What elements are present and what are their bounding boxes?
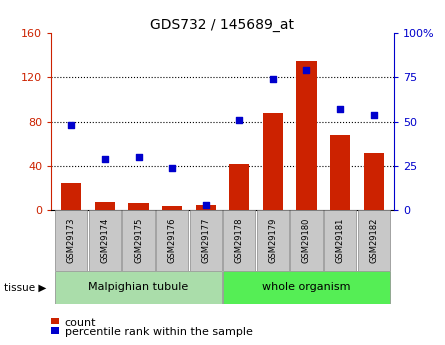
Point [202,203,209,208]
Bar [223,271,390,304]
Point [101,156,109,162]
Bar [296,60,316,210]
Bar [95,201,115,210]
Bar [55,210,88,271]
Bar [61,183,81,210]
Text: GSM29178: GSM29178 [235,218,244,263]
Text: GSM29179: GSM29179 [268,218,277,263]
Text: GSM29174: GSM29174 [101,218,109,263]
Bar [330,135,350,210]
Point [236,117,243,122]
Bar [263,113,283,210]
Text: GSM29175: GSM29175 [134,218,143,263]
Bar [229,164,249,210]
Bar [55,271,222,304]
Bar [196,205,216,210]
Bar [324,210,356,271]
Text: GSM29182: GSM29182 [369,218,378,263]
Point [303,67,310,73]
Point [169,165,176,170]
Point [68,122,75,128]
Text: Malpighian tubule: Malpighian tubule [89,282,189,292]
Bar [129,203,149,210]
Text: count: count [65,318,96,328]
Title: GDS732 / 145689_at: GDS732 / 145689_at [150,18,295,32]
Text: GSM29176: GSM29176 [168,218,177,263]
Bar [290,210,323,271]
Point [370,112,377,117]
Text: percentile rank within the sample: percentile rank within the sample [65,327,252,337]
Text: tissue ▶: tissue ▶ [4,283,47,292]
Bar [190,210,222,271]
Bar [156,210,188,271]
Text: GSM29180: GSM29180 [302,218,311,263]
Text: GSM29173: GSM29173 [67,218,76,263]
Text: GSM29181: GSM29181 [336,218,344,263]
Point [135,154,142,160]
Bar [364,153,384,210]
Text: whole organism: whole organism [262,282,351,292]
Bar [89,210,121,271]
Text: GSM29177: GSM29177 [201,218,210,263]
Point [269,76,276,82]
Bar [162,206,182,210]
Bar [357,210,390,271]
Bar [223,210,255,271]
Bar [257,210,289,271]
Point [336,106,344,112]
Bar [122,210,155,271]
